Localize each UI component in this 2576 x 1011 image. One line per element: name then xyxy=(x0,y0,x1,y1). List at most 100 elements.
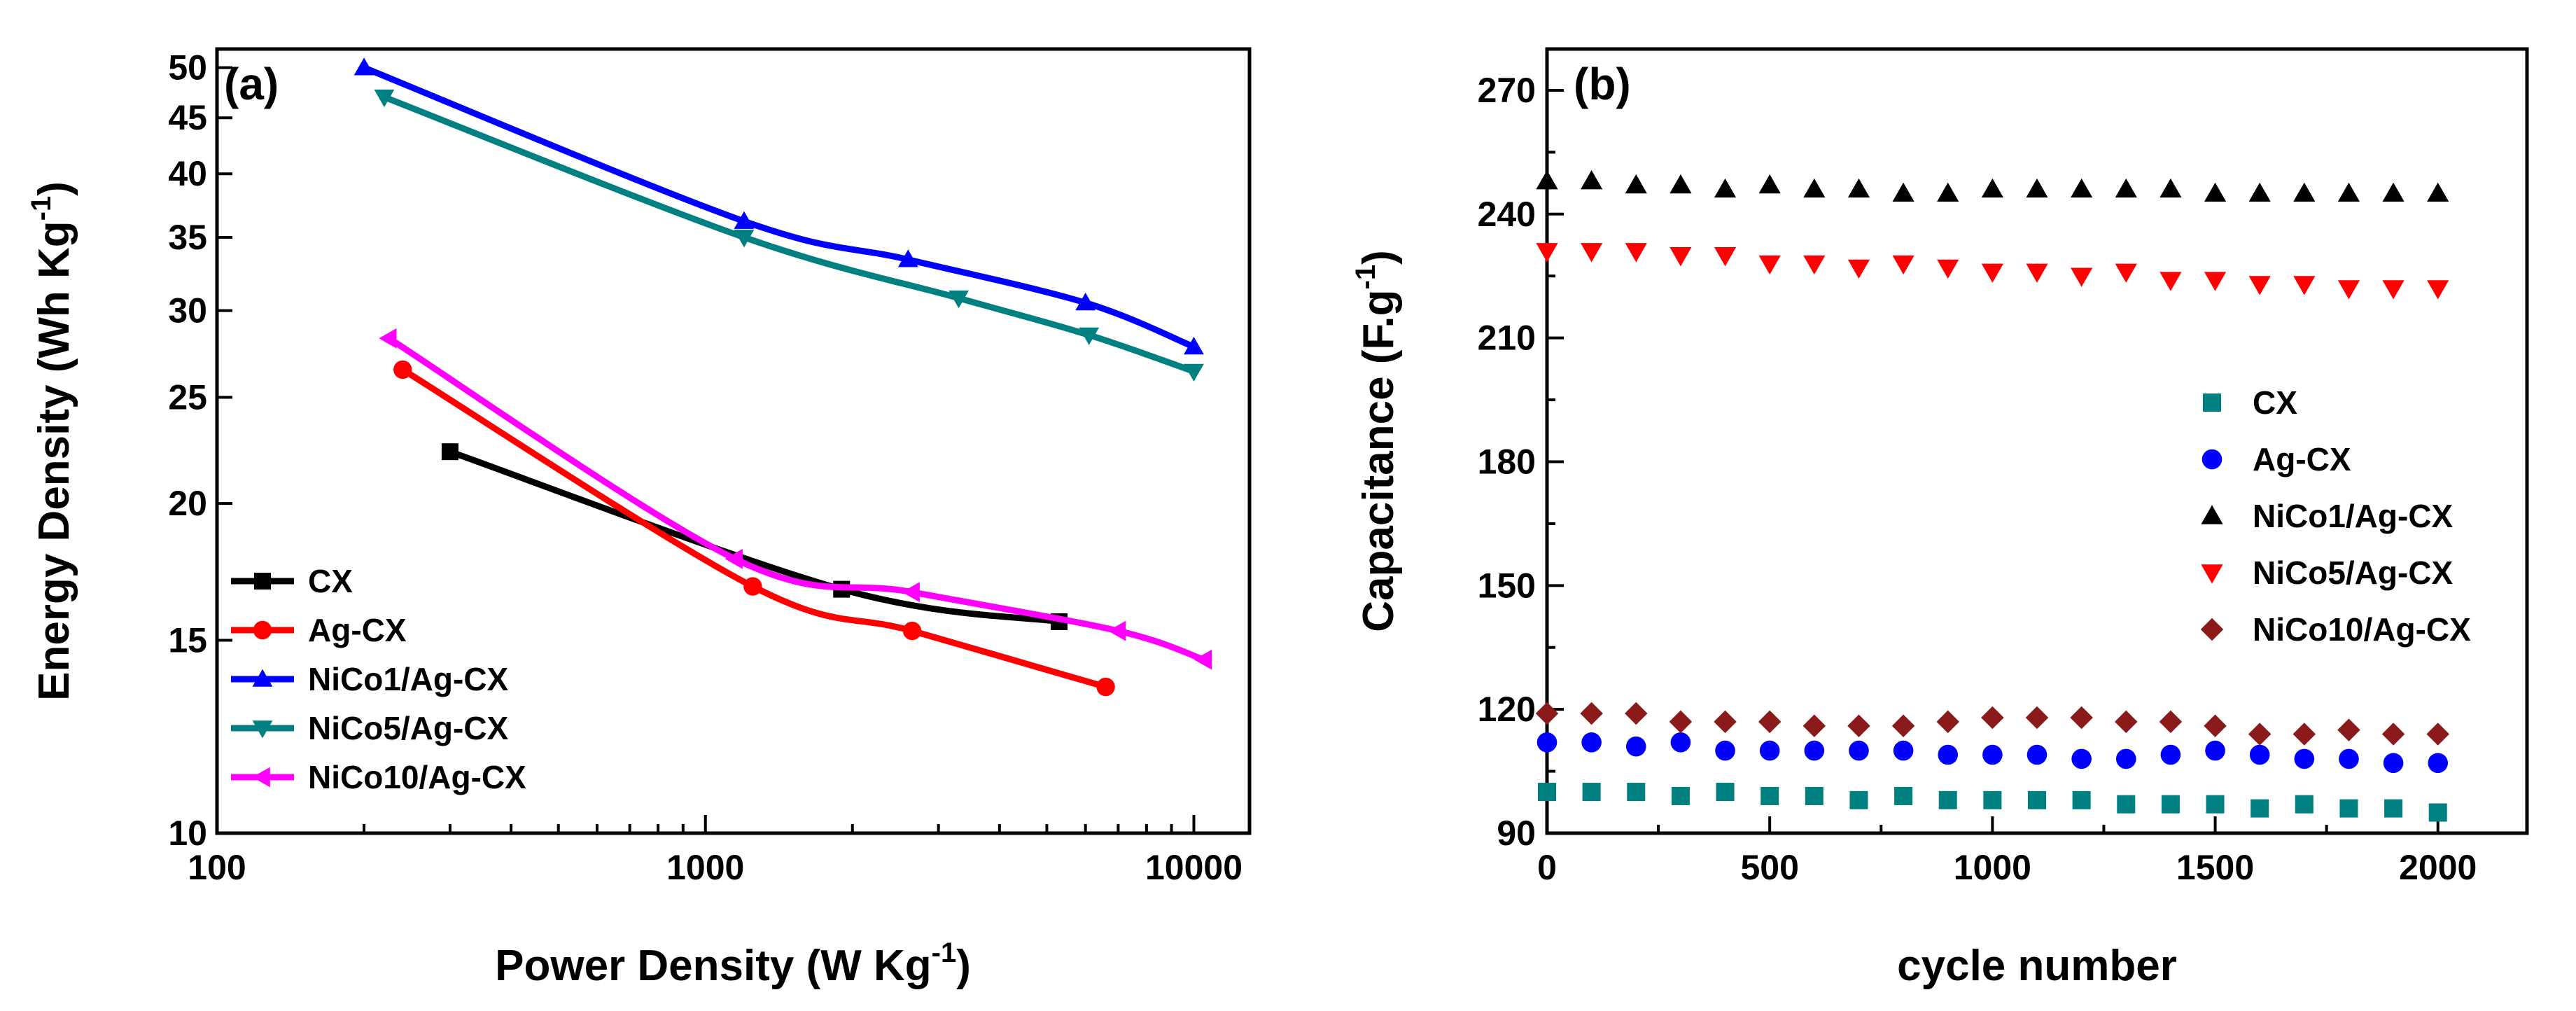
data-point xyxy=(2427,280,2449,300)
data-point xyxy=(1892,182,1914,202)
data-point xyxy=(374,89,395,108)
data-point xyxy=(1847,259,1870,279)
data-point xyxy=(1714,178,1737,198)
legend-label: Ag-CX xyxy=(2253,441,2351,477)
data-point xyxy=(1194,649,1212,670)
data-point xyxy=(2428,753,2449,774)
data-point xyxy=(1804,740,1825,761)
data-point xyxy=(2339,748,2359,769)
data-point xyxy=(1981,263,2003,283)
chart-b-x-axis: 0 500 1000 1500 2000 xyxy=(1537,816,2477,887)
data-point xyxy=(2427,182,2449,202)
data-point xyxy=(1670,732,1691,753)
data-point xyxy=(897,249,918,267)
data-point xyxy=(1982,744,2003,765)
legend-marker xyxy=(253,620,272,640)
chart-b-legend: CX Ag-CX NiCo1/Ag-CX NiCo5/Ag-CX NiCo10/Ag-C… xyxy=(2200,384,2471,648)
data-point xyxy=(2160,744,2181,765)
data-point xyxy=(1892,255,1914,275)
data-point xyxy=(1983,790,2002,809)
legend-marker xyxy=(2203,393,2221,412)
chart-b-y-axis: 90 120 150 180 210 240 270 xyxy=(1478,71,1564,853)
legend-label: CX xyxy=(2253,384,2297,421)
data-point xyxy=(1803,255,1826,275)
data-point xyxy=(2161,795,2180,814)
data-point xyxy=(1758,710,1782,734)
data-point xyxy=(1536,243,1558,263)
data-point xyxy=(1849,740,1869,761)
data-point xyxy=(1627,783,1646,802)
y-tick-label: 35 xyxy=(168,218,207,257)
legend-marker xyxy=(252,720,273,739)
chart-a-series xyxy=(354,57,1212,697)
data-point xyxy=(2205,740,2225,761)
series-line-2 xyxy=(363,64,1196,350)
y-tick-label: 25 xyxy=(168,378,207,417)
data-point xyxy=(2428,803,2447,822)
data-point xyxy=(1937,259,1959,279)
legend-label: NiCo5/Ag-CX xyxy=(308,710,509,746)
chart-b: 90 120 150 180 210 240 270 0 500 1000 1500 2000 (b… xyxy=(1350,47,2529,990)
legend-marker xyxy=(2201,564,2223,584)
data-point xyxy=(1981,178,2003,198)
data-point xyxy=(2337,182,2360,202)
data-point xyxy=(2249,744,2270,765)
chart-a: 10 15 20 25 30 35 40 45 50 100 1000 10000 (a) Powe… xyxy=(26,47,1252,990)
legend-label: Ag-CX xyxy=(308,612,407,648)
data-point xyxy=(2337,718,2360,741)
data-point xyxy=(2337,280,2360,300)
y-tick-label: 20 xyxy=(168,484,207,523)
data-point xyxy=(2204,714,2227,737)
y-tick-label: 90 xyxy=(1497,814,1536,853)
y-tick-label: 180 xyxy=(1478,442,1536,481)
legend-label: CX xyxy=(308,563,353,599)
y-tick-label: 10 xyxy=(168,814,207,853)
data-point xyxy=(2248,276,2271,295)
data-point xyxy=(1670,174,1692,194)
data-point xyxy=(1625,736,1646,757)
legend-marker xyxy=(2201,505,2223,524)
data-point xyxy=(1893,740,1914,761)
data-point xyxy=(354,57,374,76)
data-point xyxy=(1715,740,1735,761)
chart-a-panel-label: (a) xyxy=(224,59,279,109)
data-point xyxy=(1075,293,1096,311)
data-point xyxy=(2026,263,2048,283)
data-point xyxy=(2115,178,2137,198)
data-point xyxy=(734,211,755,229)
data-point xyxy=(1671,786,1690,805)
data-point xyxy=(2071,267,2093,287)
legend-marker xyxy=(254,573,271,590)
data-point xyxy=(2115,748,2136,769)
x-tick-label: 1000 xyxy=(1954,848,2031,887)
data-point xyxy=(2250,799,2269,818)
y-tick-label: 240 xyxy=(1478,195,1536,234)
chart-a-y-axis: 10 15 20 25 30 35 40 45 50 xyxy=(168,48,232,853)
chart-b-y-axis-title: Capacitance (F.g-1) xyxy=(1350,250,1403,632)
chart-b-plot-frame xyxy=(1545,47,2529,835)
chart-b-x-axis-title: cycle number xyxy=(1897,942,2177,990)
data-point xyxy=(1625,174,1647,194)
data-point xyxy=(1936,710,1959,734)
legend-label: NiCo1/Ag-CX xyxy=(2253,498,2454,534)
data-point xyxy=(1847,178,1870,198)
data-point xyxy=(1849,790,1868,809)
series-line-0 xyxy=(449,448,1060,625)
x-tick-label: 500 xyxy=(1740,848,1798,887)
chart-a-x-axis-title: Power Density (W Kg-1) xyxy=(495,937,971,990)
legend-marker xyxy=(2202,449,2222,470)
y-tick-label: 30 xyxy=(168,291,207,330)
series-line-3 xyxy=(383,94,1195,375)
y-tick-label: 40 xyxy=(168,154,207,193)
data-point xyxy=(441,443,458,461)
data-point xyxy=(2115,710,2138,734)
legend-marker xyxy=(252,767,270,788)
data-point xyxy=(1714,247,1737,267)
data-point xyxy=(2204,272,2227,291)
data-point xyxy=(2339,799,2358,818)
data-point xyxy=(2117,795,2136,814)
data-point xyxy=(1847,714,1870,737)
data-point xyxy=(2070,706,2093,730)
data-point xyxy=(2382,182,2404,202)
